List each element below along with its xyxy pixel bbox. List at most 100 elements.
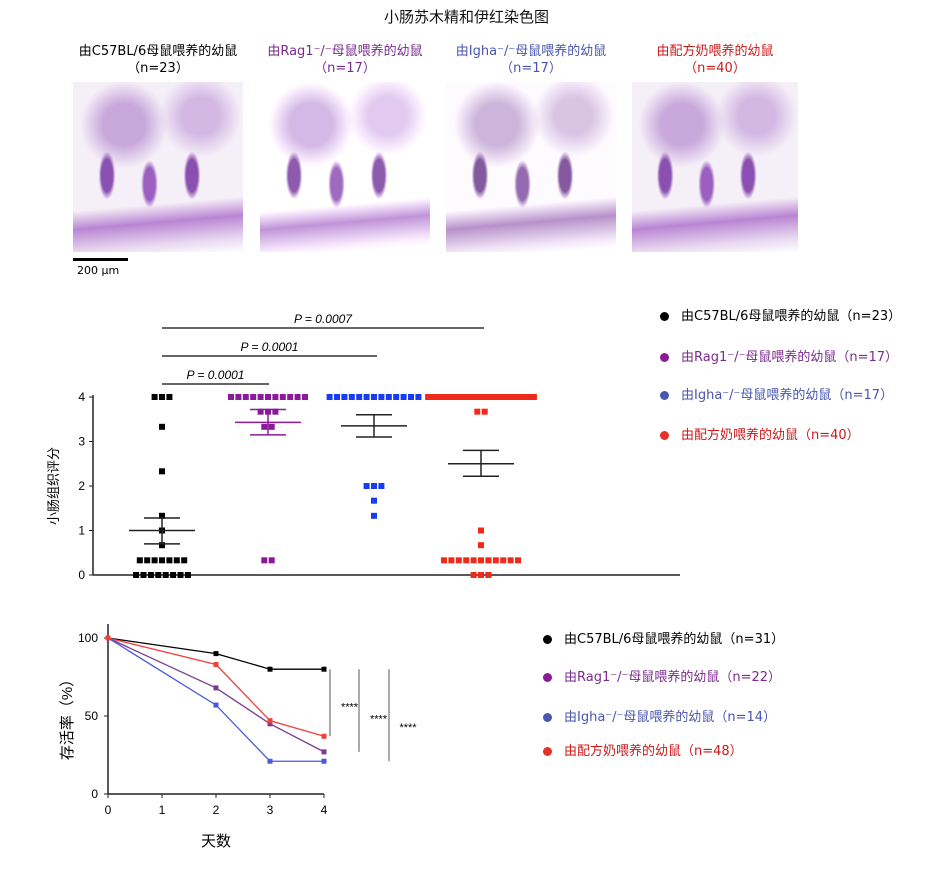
scale-bar-label: 200 µm	[77, 264, 120, 277]
data-point	[507, 557, 514, 564]
legend-dot-icon	[660, 391, 669, 400]
data-point	[448, 394, 455, 400]
data-point	[294, 394, 301, 400]
data-point	[105, 635, 111, 641]
survival-legend-1: 由Rag1⁻/⁻母鼠喂养的幼鼠（n=22）	[543, 666, 781, 685]
data-point	[471, 394, 478, 400]
data-point	[507, 394, 514, 400]
x-tick-label: 2	[213, 803, 220, 817]
data-point	[463, 557, 470, 564]
survival-legend-3: 由配方奶喂养的幼鼠（n=48）	[543, 740, 743, 759]
data-point	[261, 557, 268, 564]
data-point	[521, 394, 528, 400]
data-point	[155, 572, 162, 578]
p-value-label: P = 0.0007	[294, 312, 353, 326]
legend-dot-icon	[660, 312, 669, 321]
y-tick-label: 100	[78, 631, 98, 645]
data-point	[478, 527, 484, 534]
data-point	[484, 394, 491, 400]
data-point	[159, 423, 165, 430]
legend-dot-icon	[660, 353, 669, 362]
data-point	[321, 749, 327, 755]
data-point	[480, 394, 487, 400]
data-point	[144, 557, 151, 564]
data-point	[268, 557, 275, 564]
data-point	[213, 662, 219, 668]
data-point	[470, 572, 477, 578]
data-point	[425, 394, 432, 400]
data-point	[147, 572, 154, 578]
scatter-legend-2: 由Igha⁻/⁻母鼠喂养的幼鼠（n=17）	[660, 384, 893, 403]
x-tick-label: 3	[267, 803, 274, 817]
legend-text: 由Igha⁻/⁻母鼠喂养的幼鼠（n=14）	[564, 710, 777, 725]
y-tick-label: 0	[78, 568, 85, 582]
data-point	[474, 408, 481, 415]
data-point	[279, 394, 286, 400]
data-point	[448, 557, 455, 564]
data-point	[235, 394, 242, 400]
scatter-legend-0: 由C57BL/6母鼠喂养的幼鼠（n=23）	[660, 305, 901, 324]
legend-text: 由配方奶喂养的幼鼠（n=40）	[681, 428, 860, 443]
label-n: （n=17）	[314, 61, 376, 76]
label-text: 由配方奶喂养的幼鼠	[656, 44, 774, 59]
figure-title: 小肠苏木精和伊红染色图	[383, 8, 549, 26]
data-point	[393, 394, 400, 400]
data-point	[371, 497, 377, 504]
data-point	[228, 394, 234, 400]
data-point	[242, 394, 249, 400]
legend-text: 由Rag1⁻/⁻母鼠喂养的幼鼠（n=17）	[681, 350, 899, 365]
survival-chart: 0 50 100 0 1 2 3 4 天数 存活率（%） **** **** ****	[59, 624, 417, 850]
data-point	[485, 557, 492, 564]
data-point	[530, 394, 537, 400]
data-point	[438, 394, 445, 400]
data-point	[470, 557, 477, 564]
data-point	[321, 758, 327, 764]
data-point	[378, 483, 385, 489]
group-label-c57: 由C57BL/6母鼠喂养的幼鼠 （n=23）	[58, 43, 258, 77]
data-point	[162, 572, 169, 578]
data-point	[265, 394, 271, 400]
data-point	[321, 666, 327, 672]
x-tick-label: 0	[105, 803, 112, 817]
legend-text: 由C57BL/6母鼠喂养的幼鼠（n=31）	[564, 632, 785, 647]
y-tick-label: 1	[78, 524, 85, 538]
survival-legend-0: 由C57BL/6母鼠喂养的幼鼠（n=31）	[543, 628, 784, 647]
y-tick-label: 3	[78, 435, 85, 449]
histology-image-rag1	[260, 82, 430, 252]
x-axis-label: 天数	[201, 833, 231, 850]
data-point	[485, 572, 492, 578]
significance-label: ****	[399, 722, 417, 734]
data-point	[159, 394, 165, 400]
data-point	[481, 408, 488, 415]
data-point	[213, 651, 219, 657]
data-point	[356, 394, 363, 400]
data-point	[321, 733, 327, 739]
data-point	[136, 557, 143, 564]
data-point	[348, 394, 355, 400]
survival-line	[107, 637, 324, 762]
data-point	[184, 572, 191, 578]
label-n: （n=23）	[127, 61, 189, 76]
group-label-formula: 由配方奶喂养的幼鼠 （n=40）	[615, 43, 815, 77]
data-point	[498, 394, 505, 400]
survival-legend-2: 由Igha⁻/⁻母鼠喂养的幼鼠（n=14）	[543, 706, 776, 725]
x-tick-label: 1	[159, 803, 166, 817]
data-point	[213, 685, 219, 691]
data-point	[272, 394, 279, 400]
data-point	[466, 394, 473, 400]
group-label-igha: 由Igha⁻/⁻母鼠喂养的幼鼠 （n=17）	[431, 43, 631, 77]
scale-bar	[73, 258, 128, 261]
significance-label: ****	[370, 714, 388, 726]
data-point	[159, 542, 165, 549]
data-point	[363, 394, 370, 400]
data-point	[326, 394, 333, 400]
data-point	[181, 557, 188, 564]
y-tick-label: 2	[78, 479, 85, 493]
legend-text: 由Igha⁻/⁻母鼠喂养的幼鼠（n=17）	[681, 388, 894, 403]
y-tick-label: 4	[78, 390, 85, 404]
data-point	[302, 394, 308, 400]
data-point	[133, 572, 140, 578]
scatter-legend-1: 由Rag1⁻/⁻母鼠喂养的幼鼠（n=17）	[660, 346, 898, 365]
data-point	[429, 394, 436, 400]
